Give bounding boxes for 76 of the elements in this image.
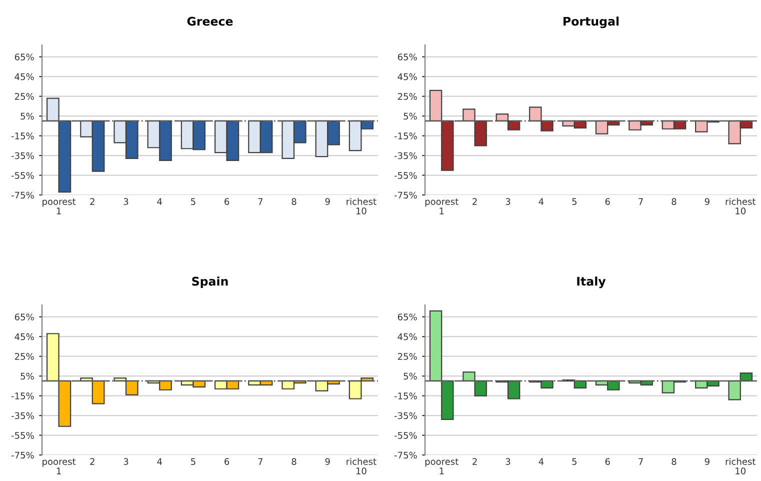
x-tick-label: poorest 1: [42, 458, 76, 474]
x-tick-label: 7: [638, 198, 643, 205]
x-tick-label: 4: [538, 458, 544, 465]
x-tick-label: poorest 1: [42, 198, 76, 214]
y-tick-label: 5%: [404, 372, 417, 380]
y-tick-label: -75%: [394, 452, 417, 459]
y-tick-label: 45%: [14, 333, 34, 340]
y-tick-label: 65%: [398, 54, 417, 60]
y-tick-label: -35%: [394, 152, 417, 160]
y-tick-label: -75%: [394, 192, 417, 199]
y-tick-label: 45%: [14, 73, 34, 80]
x-tick-label: 8: [672, 458, 676, 465]
x-tick-label: poorest 1: [425, 458, 458, 474]
x-tick-label: 4: [157, 198, 162, 205]
x-tick-label: 7: [638, 458, 643, 465]
x-tick-label: poorest 1: [425, 198, 458, 214]
y-tick-label: -75%: [11, 192, 34, 199]
y-tick-label: 65%: [14, 314, 34, 320]
y-tick-label: 25%: [398, 93, 417, 100]
x-tick-label: 6: [605, 458, 610, 465]
chart-title: Spain: [192, 276, 228, 288]
y-tick-label: -35%: [11, 152, 34, 160]
y-tick-label: -55%: [394, 172, 417, 179]
y-tick-label: -55%: [11, 172, 34, 179]
x-tick-label: 8: [292, 198, 296, 205]
y-tick-label: -15%: [11, 132, 34, 140]
x-tick-label: 3: [124, 458, 128, 465]
x-tick-label: 9: [704, 198, 710, 205]
y-tick-label: -15%: [11, 392, 34, 400]
x-tick-label: 6: [224, 198, 230, 205]
x-tick-label: 5: [572, 198, 576, 205]
y-tick-label: -55%: [394, 432, 417, 439]
x-tick-label: richest 10: [346, 198, 376, 214]
y-tick-label: 25%: [14, 353, 34, 360]
x-tick-label: richest 10: [726, 458, 756, 474]
y-tick-label: 5%: [20, 112, 34, 120]
x-tick-label: 8: [292, 458, 296, 465]
x-tick-label: 2: [472, 458, 477, 465]
x-tick-label: richest 10: [346, 458, 376, 474]
y-tick-label: 5%: [20, 372, 34, 380]
x-tick-label: 2: [90, 458, 94, 465]
y-tick-label: -35%: [11, 412, 34, 420]
y-tick-label: -35%: [394, 412, 417, 420]
x-tick-label: 3: [506, 198, 510, 205]
x-tick-label: 6: [224, 458, 230, 465]
x-tick-label: 7: [258, 458, 262, 465]
x-tick-label: 5: [572, 458, 576, 465]
x-tick-label: 2: [472, 198, 477, 205]
y-tick-label: 65%: [14, 54, 34, 60]
x-tick-label: 7: [258, 198, 262, 205]
y-tick-label: -55%: [11, 432, 34, 439]
x-tick-label: 4: [538, 198, 544, 205]
y-tick-label: 25%: [398, 353, 417, 360]
y-tick-label: -75%: [11, 452, 34, 459]
x-tick-label: 8: [672, 198, 676, 205]
chart-title: Greece: [187, 16, 233, 26]
y-tick-label: 25%: [14, 93, 34, 100]
y-tick-label: -15%: [394, 392, 417, 400]
x-tick-label: 5: [191, 458, 196, 465]
x-tick-label: 9: [325, 198, 330, 205]
x-tick-label: 9: [325, 458, 330, 465]
y-tick-label: 45%: [398, 333, 417, 340]
x-tick-label: 4: [157, 458, 162, 465]
y-tick-label: -15%: [394, 132, 417, 140]
x-tick-label: 2: [90, 198, 94, 205]
y-tick-label: 5%: [404, 112, 417, 120]
x-tick-label: 9: [704, 458, 710, 465]
chart-title: Italy: [577, 276, 606, 288]
y-tick-label: 45%: [398, 73, 417, 80]
x-tick-label: 5: [191, 198, 196, 205]
x-tick-label: richest 10: [726, 198, 756, 214]
x-tick-label: 3: [506, 458, 510, 465]
x-tick-label: 3: [124, 198, 128, 205]
y-tick-label: 65%: [398, 314, 417, 320]
x-tick-label: 6: [605, 198, 610, 205]
chart-title: Portugal: [564, 16, 619, 28]
